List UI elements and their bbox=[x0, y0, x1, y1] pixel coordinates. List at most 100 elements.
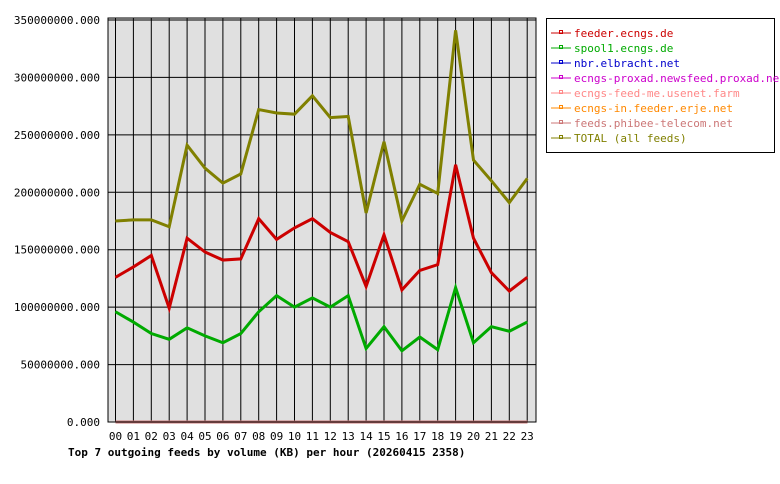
y-tick-label: 150000000.000 bbox=[14, 244, 100, 257]
data-point bbox=[401, 221, 402, 222]
data-point bbox=[276, 113, 277, 114]
data-point bbox=[491, 180, 492, 181]
data-point bbox=[473, 160, 474, 161]
x-tick-label: 08 bbox=[252, 430, 265, 443]
data-point bbox=[312, 297, 313, 298]
legend-label: feeds.phibee-telecom.net bbox=[574, 117, 733, 130]
data-point bbox=[509, 202, 510, 203]
data-point bbox=[384, 326, 385, 327]
data-point bbox=[222, 342, 223, 343]
data-point bbox=[366, 212, 367, 213]
data-point bbox=[366, 286, 367, 287]
data-point bbox=[133, 322, 134, 323]
chart-title: Top 7 outgoing feeds by volume (KB) per … bbox=[68, 446, 465, 459]
data-point bbox=[437, 264, 438, 265]
data-point bbox=[401, 289, 402, 290]
data-point bbox=[419, 270, 420, 271]
data-point bbox=[491, 326, 492, 327]
legend: feeder.ecngs.despool1.ecngs.denbr.elbrac… bbox=[547, 19, 780, 153]
x-tick-label: 06 bbox=[216, 430, 229, 443]
y-tick-label: 50000000.000 bbox=[21, 359, 100, 372]
data-point bbox=[187, 327, 188, 328]
data-point bbox=[384, 234, 385, 235]
legend-label: ecngs-feed-me.usenet.farm bbox=[574, 87, 740, 100]
x-tick-label: 05 bbox=[198, 430, 211, 443]
y-axis-ticks: 0.000 50000000.000 100000000.000 150000000.… bbox=[14, 14, 100, 429]
data-point bbox=[187, 238, 188, 239]
data-point bbox=[437, 193, 438, 194]
data-point bbox=[527, 322, 528, 323]
x-tick-label: 03 bbox=[163, 430, 176, 443]
data-point bbox=[222, 260, 223, 261]
data-point bbox=[294, 307, 295, 308]
data-point bbox=[151, 333, 152, 334]
x-tick-label: 21 bbox=[485, 430, 498, 443]
data-point bbox=[527, 277, 528, 278]
data-point bbox=[491, 272, 492, 273]
x-tick-label: 10 bbox=[288, 430, 301, 443]
data-point bbox=[419, 337, 420, 338]
legend-item: ecngs-in.feeder.erje.net bbox=[551, 102, 733, 115]
legend-item: ecngs-proxad.newsfeed.proxad.net bbox=[551, 72, 780, 85]
x-tick-label: 09 bbox=[270, 430, 283, 443]
data-point bbox=[222, 183, 223, 184]
y-tick-label: 0.000 bbox=[67, 416, 100, 429]
data-point bbox=[473, 238, 474, 239]
x-tick-label: 15 bbox=[377, 430, 390, 443]
legend-label: spool1.ecngs.de bbox=[574, 42, 673, 55]
data-point bbox=[294, 227, 295, 228]
data-point bbox=[240, 173, 241, 174]
data-point bbox=[330, 307, 331, 308]
data-point bbox=[348, 241, 349, 242]
data-point bbox=[169, 308, 170, 309]
data-point bbox=[437, 349, 438, 350]
x-tick-label: 17 bbox=[413, 430, 426, 443]
data-point bbox=[205, 168, 206, 169]
data-point bbox=[133, 219, 134, 220]
x-tick-label: 04 bbox=[180, 430, 194, 443]
data-point bbox=[187, 145, 188, 146]
x-tick-label: 19 bbox=[449, 430, 462, 443]
data-point bbox=[258, 218, 259, 219]
data-point bbox=[419, 184, 420, 185]
legend-label: TOTAL (all feeds) bbox=[574, 132, 687, 145]
data-point bbox=[115, 221, 116, 222]
x-tick-label: 16 bbox=[395, 430, 408, 443]
data-point bbox=[348, 295, 349, 296]
x-tick-label: 07 bbox=[234, 430, 247, 443]
data-point bbox=[455, 30, 456, 31]
data-point bbox=[240, 258, 241, 259]
y-tick-label: 250000000.000 bbox=[14, 129, 100, 142]
data-point bbox=[205, 335, 206, 336]
data-point bbox=[276, 239, 277, 240]
data-point bbox=[455, 164, 456, 165]
data-point bbox=[205, 252, 206, 253]
data-point bbox=[509, 291, 510, 292]
data-point bbox=[384, 141, 385, 142]
data-point bbox=[151, 219, 152, 220]
x-tick-label: 02 bbox=[145, 430, 158, 443]
legend-label: nbr.elbracht.net bbox=[574, 57, 680, 70]
x-tick-label: 22 bbox=[503, 430, 516, 443]
y-tick-label: 100000000.000 bbox=[14, 301, 100, 314]
data-point bbox=[401, 350, 402, 351]
data-point bbox=[473, 342, 474, 343]
y-tick-label: 200000000.000 bbox=[14, 186, 100, 199]
data-point bbox=[169, 226, 170, 227]
x-tick-label: 00 bbox=[109, 430, 122, 443]
x-tick-label: 23 bbox=[521, 430, 534, 443]
data-point bbox=[527, 178, 528, 179]
data-point bbox=[330, 117, 331, 118]
data-point bbox=[115, 311, 116, 312]
data-point bbox=[330, 232, 331, 233]
legend-label: ecngs-proxad.newsfeed.proxad.net bbox=[574, 72, 780, 85]
data-point bbox=[151, 255, 152, 256]
x-tick-label: 12 bbox=[324, 430, 337, 443]
x-tick-label: 11 bbox=[306, 430, 319, 443]
data-point bbox=[276, 295, 277, 296]
x-tick-label: 01 bbox=[127, 430, 140, 443]
y-tick-label: 350000000.000 bbox=[14, 14, 100, 27]
data-point bbox=[509, 331, 510, 332]
